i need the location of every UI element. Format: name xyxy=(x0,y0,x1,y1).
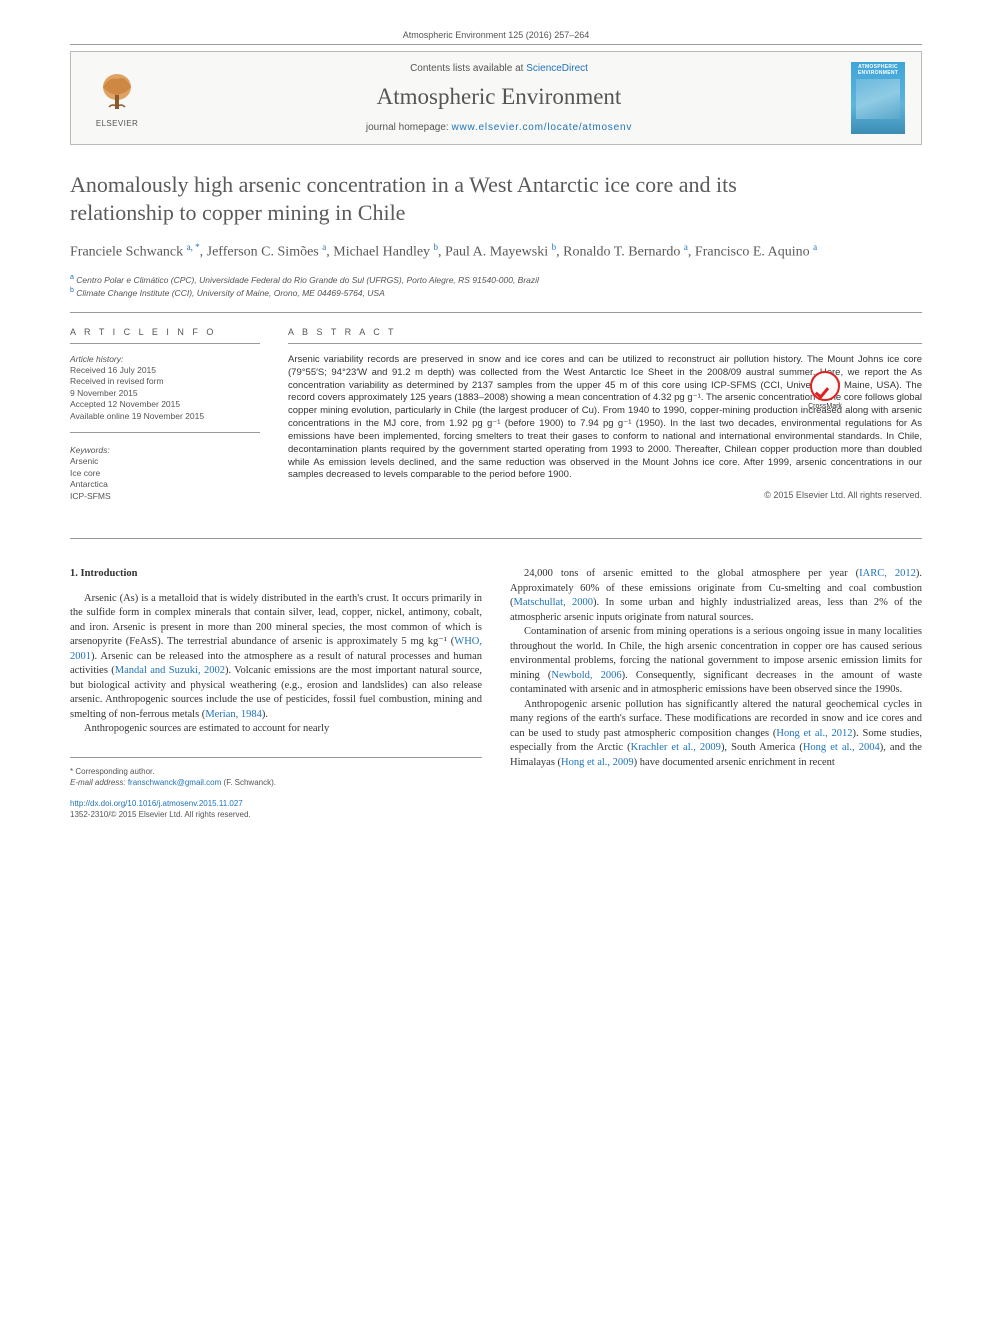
sciencedirect-link[interactable]: ScienceDirect xyxy=(526,63,588,74)
affil-text: Centro Polar e Climático (CPC), Universi… xyxy=(76,274,539,284)
history-line: Accepted 12 November 2015 xyxy=(70,399,260,410)
keywords-block: Keywords: Arsenic Ice core Antarctica IC… xyxy=(70,445,260,512)
affil-sup: b xyxy=(70,287,74,294)
body-paragraph: Anthropogenic sources are estimated to a… xyxy=(70,722,482,736)
doi-link[interactable]: http://dx.doi.org/10.1016/j.atmosenv.201… xyxy=(70,799,243,808)
affiliations: a Centro Polar e Climático (CPC), Univer… xyxy=(70,273,922,313)
keyword: Arsenic xyxy=(70,456,260,467)
history-label: Article history: xyxy=(70,354,260,364)
doi-block: http://dx.doi.org/10.1016/j.atmosenv.201… xyxy=(70,798,922,820)
journal-cover-thumb[interactable]: ATMOSPHERIC ENVIRONMENT xyxy=(851,62,905,134)
article-info-heading: A R T I C L E I N F O xyxy=(70,327,260,344)
keyword: Antarctica xyxy=(70,479,260,490)
cover-image-icon xyxy=(856,79,900,119)
journal-header: ELSEVIER Contents lists available at Sci… xyxy=(70,51,922,145)
history-line: Received in revised form xyxy=(70,376,260,387)
body-paragraph: Arsenic (As) is a metalloid that is wide… xyxy=(70,592,482,722)
history-line: 9 November 2015 xyxy=(70,388,260,399)
section-number: 1. xyxy=(70,568,78,579)
contents-prefix: Contents lists available at xyxy=(410,63,526,74)
homepage-link[interactable]: www.elsevier.com/locate/atmosenv xyxy=(451,122,632,133)
title-row: Anomalously high arsenic concentration i… xyxy=(70,171,922,227)
crossmark-icon xyxy=(810,371,840,401)
body-col-left: 1. Introduction Arsenic (As) is a metall… xyxy=(70,567,482,788)
section-title: Introduction xyxy=(81,568,138,579)
elsevier-logo[interactable]: ELSEVIER xyxy=(87,65,147,131)
contents-available: Contents lists available at ScienceDirec… xyxy=(147,63,851,74)
elsevier-tree-icon xyxy=(93,69,141,117)
journal-homepage: journal homepage: www.elsevier.com/locat… xyxy=(147,122,851,133)
issn-line: 1352-2310/© 2015 Elsevier Ltd. All right… xyxy=(70,810,251,819)
keyword: ICP-SFMS xyxy=(70,491,260,502)
keyword: Ice core xyxy=(70,468,260,479)
journal-name: Atmospheric Environment xyxy=(147,84,851,110)
corr-email-name: (F. Schwanck). xyxy=(224,778,276,787)
body-paragraph: 24,000 tons of arsenic emitted to the gl… xyxy=(510,567,922,625)
authors-line: Franciele Schwanck a, *, Jefferson C. Si… xyxy=(70,241,922,262)
citation-bar: Atmospheric Environment 125 (2016) 257–2… xyxy=(70,30,922,45)
citation-text: Atmospheric Environment 125 (2016) 257–2… xyxy=(403,30,590,40)
affiliation-row: b Climate Change Institute (CCI), Univer… xyxy=(70,286,922,300)
abstract-heading: A B S T R A C T xyxy=(288,327,922,344)
abstract-col: A B S T R A C T Arsenic variability reco… xyxy=(288,327,922,524)
crossmark-label: CrossMark xyxy=(808,403,842,410)
corr-email-line: E-mail address: franschwanck@gmail.com (… xyxy=(70,777,482,788)
affiliation-row: a Centro Polar e Climático (CPC), Univer… xyxy=(70,273,922,287)
history-line: Received 16 July 2015 xyxy=(70,365,260,376)
article-info-col: A R T I C L E I N F O Article history: R… xyxy=(70,327,260,524)
corr-author-label: * Corresponding author. xyxy=(70,766,482,777)
cover-title: ATMOSPHERIC ENVIRONMENT xyxy=(853,65,903,76)
body-columns: 1. Introduction Arsenic (As) is a metall… xyxy=(70,567,922,788)
info-abstract-row: A R T I C L E I N F O Article history: R… xyxy=(70,327,922,539)
body-col-right: 24,000 tons of arsenic emitted to the gl… xyxy=(510,567,922,788)
crossmark-badge[interactable]: CrossMark xyxy=(798,371,852,419)
body-paragraph: Contamination of arsenic from mining ope… xyxy=(510,625,922,697)
history-line: Available online 19 November 2015 xyxy=(70,411,260,422)
history-block: Article history: Received 16 July 2015 R… xyxy=(70,354,260,433)
affil-sup: a xyxy=(70,274,74,281)
body-paragraph: Anthropogenic arsenic pollution has sign… xyxy=(510,698,922,770)
affil-text: Climate Change Institute (CCI), Universi… xyxy=(76,288,385,298)
email-label: E-mail address: xyxy=(70,778,126,787)
section-heading: 1. Introduction xyxy=(70,567,482,581)
elsevier-label: ELSEVIER xyxy=(96,119,138,128)
keywords-label: Keywords: xyxy=(70,445,260,455)
corr-email-link[interactable]: franschwanck@gmail.com xyxy=(128,778,221,787)
article-title: Anomalously high arsenic concentration i… xyxy=(70,171,922,227)
abstract-copyright: © 2015 Elsevier Ltd. All rights reserved… xyxy=(288,490,922,500)
homepage-prefix: journal homepage: xyxy=(366,122,452,133)
header-center: Contents lists available at ScienceDirec… xyxy=(147,63,851,133)
corresponding-footer: * Corresponding author. E-mail address: … xyxy=(70,757,482,788)
